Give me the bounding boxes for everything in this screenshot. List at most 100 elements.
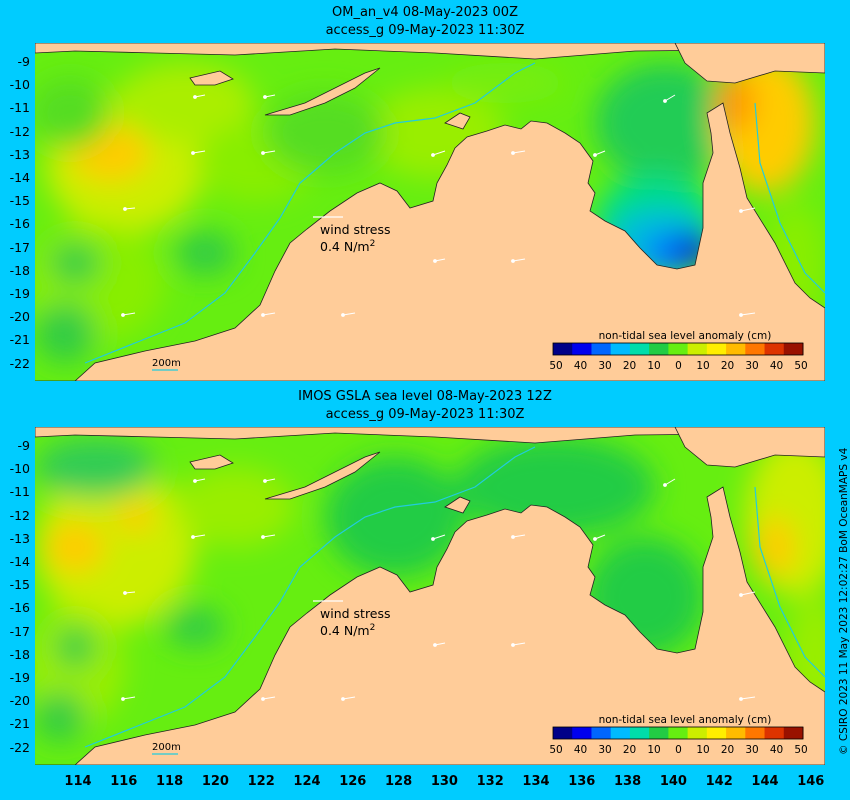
wind-stress-value: 0.4 N/m2 bbox=[320, 239, 375, 254]
wind-arrow bbox=[121, 696, 136, 701]
colorbar-tick-label: 50 bbox=[549, 360, 562, 372]
colorbar-swatches bbox=[553, 343, 804, 355]
colorbar-swatch bbox=[745, 343, 766, 355]
wind-stress-legend: wind stress 0.4 N/m2 bbox=[313, 216, 391, 254]
credit-text: © CSIRO 2023 11 May 2023 12:02:27 BoM Oc… bbox=[838, 447, 850, 755]
longitude-label: 122 bbox=[247, 774, 275, 789]
colorbar-swatch bbox=[649, 343, 669, 355]
latitude-label: -13 bbox=[9, 146, 30, 162]
latitude-label: -22 bbox=[9, 739, 30, 755]
colorbar-ticks: 50 40 30 20 10 0 10 20 30 40 50 bbox=[549, 744, 807, 756]
colorbar-swatch bbox=[764, 727, 785, 739]
wind-arrow bbox=[261, 696, 276, 701]
colorbar-swatch bbox=[687, 727, 708, 739]
colorbar-swatch bbox=[610, 343, 631, 355]
colorbar: non-tidal sea level anomaly (cm) 50 40 30 2… bbox=[549, 714, 807, 756]
wind-arrow bbox=[341, 696, 356, 701]
colorbar-ticks: 50 40 30 20 10 0 10 20 30 40 50 bbox=[549, 360, 807, 372]
contour-200m-east bbox=[754, 102, 825, 294]
colorbar-tick-label: 40 bbox=[770, 744, 783, 756]
latitude-label: -10 bbox=[9, 461, 30, 477]
colorbar-swatch bbox=[783, 727, 804, 739]
colorbar-tick-label: 50 bbox=[794, 744, 807, 756]
colorbar-swatch bbox=[687, 343, 708, 355]
latitude-label: -19 bbox=[9, 670, 30, 685]
wind-arrow bbox=[433, 258, 446, 263]
panel1-subtitle: access_g 09-May-2023 11:30Z bbox=[325, 23, 525, 38]
wind-arrow bbox=[663, 94, 676, 103]
colorbar-tick-label: 10 bbox=[696, 744, 709, 756]
latitude-label: -22 bbox=[9, 355, 30, 371]
tanimbar-island bbox=[444, 112, 471, 130]
northern-australia-landmass bbox=[35, 102, 825, 381]
colorbar-title: non-tidal sea level anomaly (cm) bbox=[599, 330, 772, 342]
colorbar-swatch bbox=[726, 727, 746, 739]
colorbar-swatch bbox=[610, 727, 631, 739]
longitude-label: 134 bbox=[522, 774, 550, 789]
wind-arrow bbox=[261, 534, 276, 539]
wind-arrow bbox=[593, 534, 606, 541]
northern-australia-landmass bbox=[35, 486, 825, 765]
wind-arrow bbox=[739, 591, 756, 597]
longitude-label: 118 bbox=[156, 774, 184, 789]
contour-200m-east bbox=[754, 486, 825, 678]
colorbar-tick-label: 40 bbox=[574, 360, 587, 372]
colorbar-tick-label: 30 bbox=[745, 744, 758, 756]
colorbar-tick-label: 10 bbox=[696, 360, 709, 372]
wind-arrow bbox=[739, 207, 756, 213]
latitude-label: -14 bbox=[9, 170, 30, 185]
latitude-label: -13 bbox=[9, 530, 30, 546]
tanimbar-island bbox=[444, 496, 471, 514]
latitude-label: -17 bbox=[9, 623, 30, 639]
latitude-label: -20 bbox=[9, 693, 30, 709]
panel2-map: wind stress 0.4 N/m2 200m non-tidal sea … bbox=[35, 427, 825, 765]
indonesia-north-coast bbox=[35, 427, 825, 444]
colorbar-swatch bbox=[649, 727, 669, 739]
wind-arrow bbox=[511, 150, 526, 155]
wind-stress-arrows bbox=[121, 478, 756, 701]
contour-200m bbox=[84, 62, 536, 364]
longitude-label: 126 bbox=[339, 774, 367, 789]
colorbar-swatch bbox=[668, 727, 689, 739]
colorbar-swatch bbox=[629, 343, 650, 355]
longitude-label: 128 bbox=[385, 774, 413, 789]
colorbar-swatch bbox=[706, 343, 727, 355]
colorbar-tick-label: 20 bbox=[721, 744, 734, 756]
colorbar-swatch bbox=[591, 727, 612, 739]
wind-arrow bbox=[431, 534, 446, 541]
wind-arrow bbox=[123, 591, 136, 595]
longitude-label: 114 bbox=[64, 774, 92, 789]
wind-arrow bbox=[263, 94, 276, 99]
wind-stress-label: wind stress bbox=[320, 222, 391, 237]
panel2-title: IMOS GSLA sea level 08-May-2023 12Z bbox=[298, 389, 552, 404]
latitude-label: -20 bbox=[9, 309, 30, 325]
wind-arrow bbox=[191, 534, 206, 539]
timor-island bbox=[264, 451, 381, 500]
wind-arrow bbox=[193, 478, 206, 483]
contour-200m-label: 200m bbox=[152, 358, 181, 369]
colorbar-tick-label: 10 bbox=[647, 744, 660, 756]
indonesia-north-coast bbox=[35, 43, 825, 60]
colorbar-tick-label: 30 bbox=[598, 360, 611, 372]
colorbar-tick-label: 0 bbox=[675, 360, 682, 372]
longitude-label: 144 bbox=[751, 774, 779, 789]
latitude-label: -15 bbox=[9, 577, 30, 593]
sumba-island bbox=[189, 454, 234, 470]
wind-arrow bbox=[431, 150, 446, 157]
colorbar-tick-label: 50 bbox=[794, 360, 807, 372]
colorbar-swatch bbox=[783, 343, 804, 355]
colorbar-title: non-tidal sea level anomaly (cm) bbox=[599, 714, 772, 726]
new-guinea bbox=[674, 427, 825, 468]
latitude-label: -17 bbox=[9, 239, 30, 255]
latitude-label: -18 bbox=[9, 262, 30, 278]
longitude-label: 124 bbox=[293, 774, 321, 789]
colorbar-swatch bbox=[629, 727, 650, 739]
colorbar-frame bbox=[552, 726, 804, 740]
colorbar-swatch bbox=[706, 727, 727, 739]
wind-arrow bbox=[121, 312, 136, 317]
colorbar-swatch bbox=[726, 343, 746, 355]
latitude-label: -9 bbox=[17, 54, 30, 69]
latitude-label: -16 bbox=[9, 600, 30, 616]
latitude-label: -14 bbox=[9, 554, 30, 569]
latitude-label: -16 bbox=[9, 216, 30, 232]
